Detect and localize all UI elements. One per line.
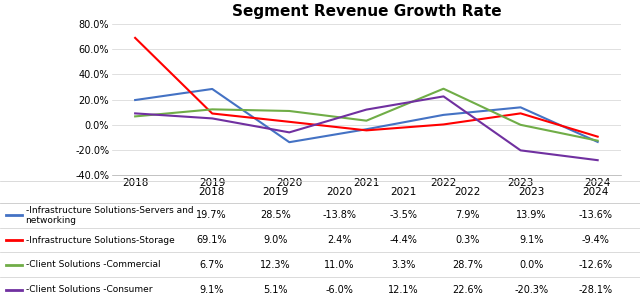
Text: 0.3%: 0.3%: [455, 235, 479, 245]
Text: 2024: 2024: [582, 187, 609, 197]
Text: 9.0%: 9.0%: [263, 235, 287, 245]
Text: 28.5%: 28.5%: [260, 210, 291, 220]
Text: 2022: 2022: [454, 187, 481, 197]
Text: 2019: 2019: [262, 187, 289, 197]
Text: 7.9%: 7.9%: [455, 210, 479, 220]
Text: -Infrastructure Solutions-Storage: -Infrastructure Solutions-Storage: [26, 236, 174, 245]
Text: -4.4%: -4.4%: [389, 235, 417, 245]
Text: -6.0%: -6.0%: [325, 284, 353, 295]
Text: 22.6%: 22.6%: [452, 284, 483, 295]
Text: -12.6%: -12.6%: [578, 260, 612, 270]
Text: 28.7%: 28.7%: [452, 260, 483, 270]
Text: 11.0%: 11.0%: [324, 260, 355, 270]
Text: -13.6%: -13.6%: [578, 210, 612, 220]
Text: -Client Solutions -Consumer: -Client Solutions -Consumer: [26, 285, 152, 294]
Text: 9.1%: 9.1%: [199, 284, 223, 295]
Text: -20.3%: -20.3%: [514, 284, 548, 295]
Text: -Client Solutions -Commercial: -Client Solutions -Commercial: [26, 260, 160, 269]
Text: -Infrastructure Solutions-Servers and
networking: -Infrastructure Solutions-Servers and ne…: [26, 206, 193, 225]
Text: 69.1%: 69.1%: [196, 235, 227, 245]
Title: Segment Revenue Growth Rate: Segment Revenue Growth Rate: [232, 4, 501, 19]
Text: 12.3%: 12.3%: [260, 260, 291, 270]
Text: 13.9%: 13.9%: [516, 210, 547, 220]
Text: 12.1%: 12.1%: [388, 284, 419, 295]
Text: 3.3%: 3.3%: [391, 260, 415, 270]
Text: 9.1%: 9.1%: [519, 235, 543, 245]
Text: 19.7%: 19.7%: [196, 210, 227, 220]
Text: -9.4%: -9.4%: [581, 235, 609, 245]
Text: 5.1%: 5.1%: [263, 284, 287, 295]
Text: 2023: 2023: [518, 187, 545, 197]
Text: 2021: 2021: [390, 187, 417, 197]
Text: 0.0%: 0.0%: [519, 260, 543, 270]
Text: -3.5%: -3.5%: [389, 210, 417, 220]
Text: 2020: 2020: [326, 187, 353, 197]
Text: -13.8%: -13.8%: [322, 210, 356, 220]
Text: 2.4%: 2.4%: [327, 235, 351, 245]
Text: -28.1%: -28.1%: [578, 284, 612, 295]
Text: 6.7%: 6.7%: [199, 260, 223, 270]
Text: 2018: 2018: [198, 187, 225, 197]
